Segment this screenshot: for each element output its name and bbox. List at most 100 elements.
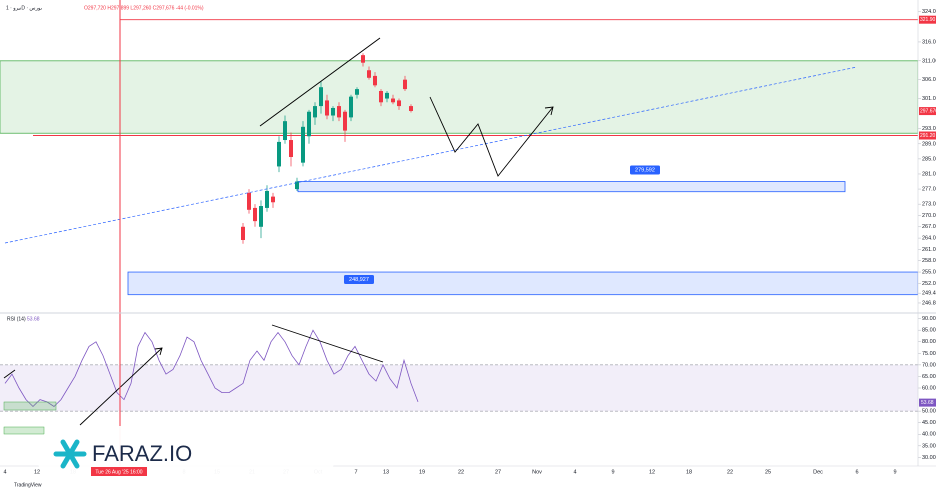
x-tick-label: 4 (573, 469, 576, 475)
logo-icon (53, 439, 87, 469)
divergence-line (271, 324, 384, 363)
y-tick-label: 258.00 (922, 258, 936, 264)
candle-body (265, 190, 269, 208)
y-tick-label: 306.00 (922, 77, 936, 83)
candle-body (241, 226, 245, 240)
ohlc: O297,720 H297,899 L297,260 C297,676 -44 … (84, 5, 204, 11)
candle-body (313, 106, 317, 118)
cursor-label-bg (91, 467, 147, 476)
y-tick-label: 90.00 (922, 316, 936, 322)
candle-body (253, 207, 257, 222)
y-tick-label: 285.00 (922, 156, 936, 162)
rsi-zone (3, 401, 57, 411)
rsi-last-bg (919, 398, 936, 407)
y-tick-label: 65.00 (922, 374, 936, 380)
zone (0, 60, 918, 134)
rsi-line (4, 329, 419, 408)
y-tick-label: 85.00 (922, 328, 936, 334)
y-tick-label: 267.00 (922, 224, 936, 230)
y-tick-label: 80.00 (922, 339, 936, 345)
price-panel: 279,592 248,927 (0, 19, 918, 296)
footer: TradingView (14, 482, 42, 488)
y-tick-label: 316.00 (922, 39, 936, 45)
rsi-title: RSI (14) (7, 316, 26, 322)
x-tick-label: 9 (893, 469, 896, 475)
y-tick-label: 293.00 (922, 126, 936, 132)
projection-path (429, 96, 554, 177)
level-label-bg (919, 15, 936, 24)
candle-body (373, 75, 377, 86)
candle-body (367, 70, 371, 78)
candle-body (331, 107, 335, 116)
candle-body (397, 100, 401, 107)
x-tick-label: 13 (383, 469, 389, 475)
arrow-head (544, 106, 554, 116)
y-tick-label: 35.00 (922, 443, 936, 449)
candle-body (259, 206, 263, 227)
candle-body (289, 140, 293, 157)
y-tick-label: 75.00 (922, 351, 936, 357)
x-tick-label: Dec (813, 469, 823, 475)
y-tick-label: 301.00 (922, 96, 936, 102)
candle-body (403, 79, 407, 90)
x-tick-label: 6 (855, 469, 858, 475)
candle-body (301, 126, 305, 163)
x-tick-label: 19 (419, 469, 425, 475)
x-tick-label: 22 (458, 469, 464, 475)
x-tick-label: 18 (686, 469, 692, 475)
candle-body (325, 100, 329, 116)
x-tick-label: 4 (3, 469, 6, 475)
candle-body (277, 141, 281, 167)
y-tick-label: 277.00 (922, 187, 936, 193)
candle-body (355, 89, 359, 95)
zone (297, 181, 846, 193)
candle-body (283, 121, 287, 141)
x-tick-label: 25 (765, 469, 771, 475)
candle-body (307, 111, 311, 137)
drawn-line (259, 37, 381, 127)
candle-body (319, 87, 323, 107)
y-tick-label: 45.00 (922, 420, 936, 426)
candle-body (391, 98, 395, 103)
y-tick-label: 281.00 (922, 171, 936, 177)
candle-body (343, 111, 347, 131)
rsi-last-label: 53.68 (921, 400, 934, 406)
y-tick-label: 50.00 (922, 409, 936, 415)
candle-body (247, 192, 251, 210)
drawn-line (3, 369, 16, 379)
y-tick-label: 249.40 (922, 291, 936, 297)
candle-body (271, 196, 275, 203)
y-tick-label: 70.00 (922, 362, 936, 368)
y-tick-label: 270.00 (922, 213, 936, 219)
y-tick-label: 252.00 (922, 281, 936, 287)
x-tick-label: 12 (34, 469, 40, 475)
rsi-panel (0, 329, 918, 412)
last-price-label: 297.676 (920, 108, 936, 114)
x-tick-label: 7 (354, 469, 357, 475)
x-tick-label: 27 (495, 469, 501, 475)
x-tick-label: 22 (727, 469, 733, 475)
candle-body (409, 106, 413, 111)
y-tick-label: 246.80 (922, 300, 936, 306)
y-tick-label: 273.00 (922, 202, 936, 208)
logo: FARAZ.IO (36, 426, 336, 482)
rsi-band (0, 364, 918, 412)
last-price-bg (919, 107, 936, 116)
arrow-head (154, 347, 163, 356)
drawn-line (79, 347, 163, 426)
candle-body (349, 96, 353, 118)
y-tick-label: 255.00 (922, 270, 936, 276)
x-tick-label: Nov (532, 469, 542, 475)
y-tick-label: 289.00 (922, 141, 936, 147)
candle-body (385, 92, 389, 99)
candle-body (295, 181, 299, 190)
symbol-title: نیرو · 1D · بورس (6, 5, 42, 11)
y-tick-label: 60.00 (922, 385, 936, 391)
candle-body (337, 106, 341, 118)
level-label-bg (919, 131, 936, 140)
zone-label-bg (630, 165, 660, 175)
x-tick-label: 12 (649, 469, 655, 475)
level-label: 321.90 (920, 17, 936, 23)
y-tick-label: 30.00 (922, 455, 936, 461)
